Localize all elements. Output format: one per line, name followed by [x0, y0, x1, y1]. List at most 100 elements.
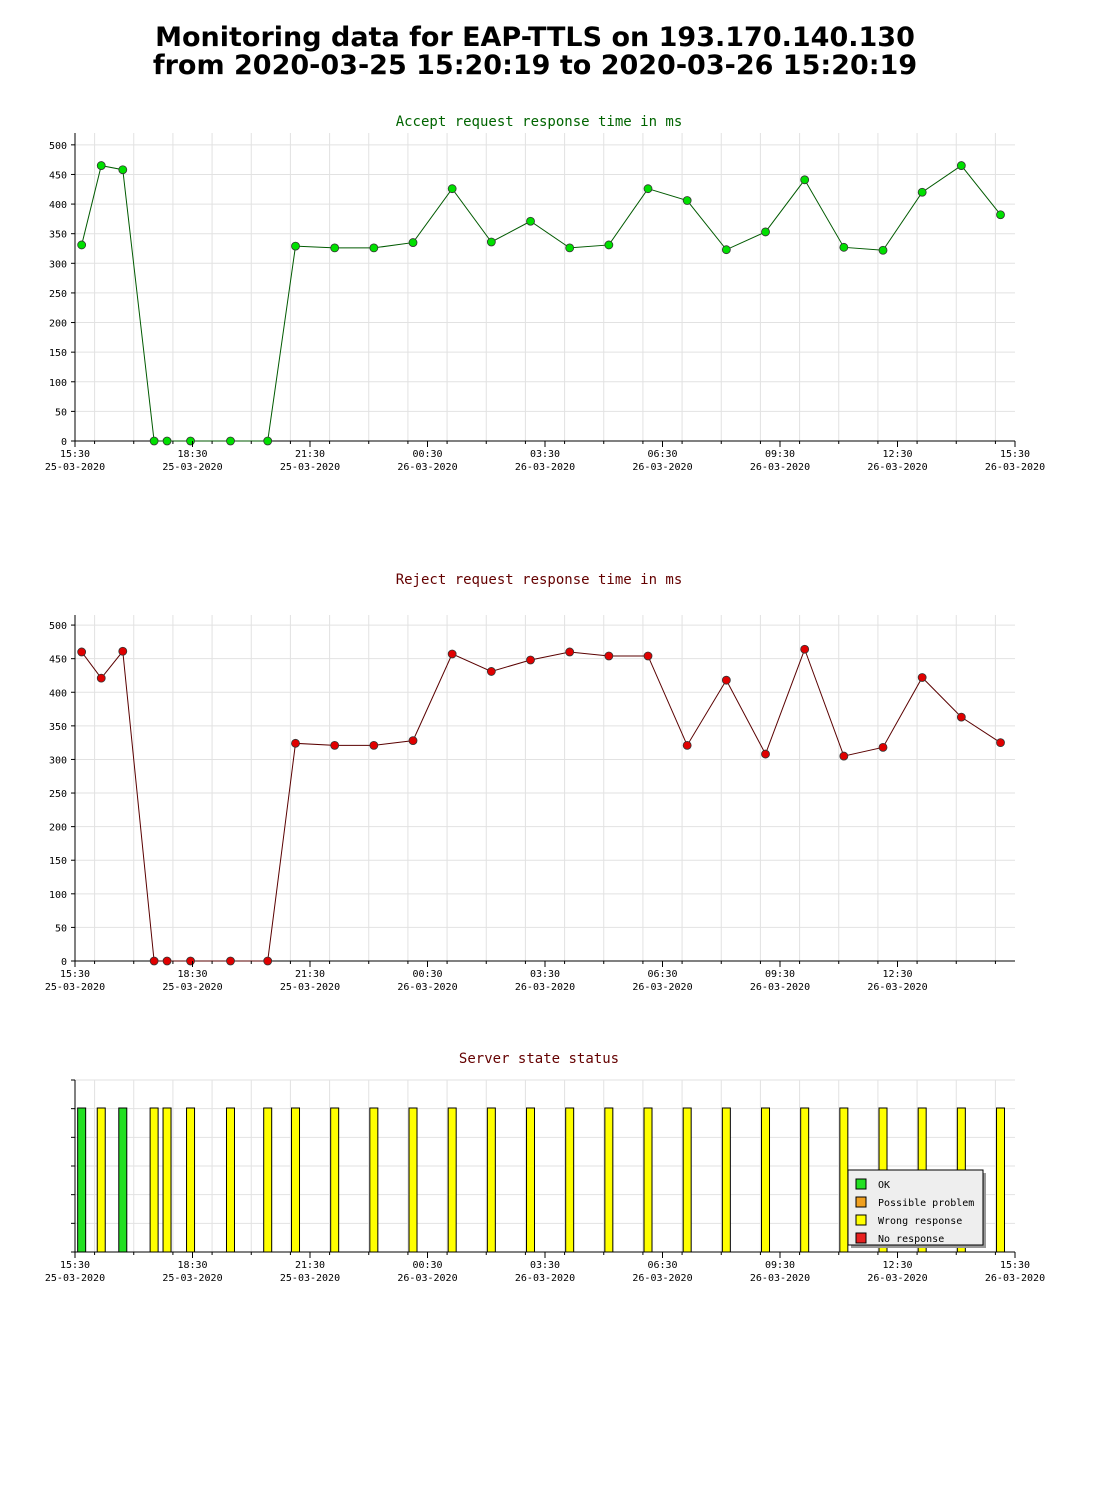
- x-tick-time-label: 09:30: [765, 1260, 795, 1271]
- x-tick-time-label: 09:30: [765, 449, 795, 460]
- status-bar: [149, 1107, 159, 1253]
- x-tick-date-label: 25-03-2020: [45, 1273, 105, 1284]
- chart-title: Reject request response time in ms: [396, 572, 683, 588]
- x-tick-date-label: 26-03-2020: [867, 1273, 927, 1284]
- y-tick-label: 0: [61, 957, 67, 968]
- y-tick-label: 450: [49, 655, 67, 666]
- x-tick-time-label: 18:30: [177, 449, 207, 460]
- data-point: [956, 712, 966, 722]
- x-tick-date-label: 25-03-2020: [280, 1273, 340, 1284]
- data-point: [149, 436, 159, 446]
- data-point: [226, 436, 235, 446]
- chart-title: Accept request response time in ms: [396, 114, 683, 130]
- legend-label: No response: [878, 1234, 944, 1245]
- data-point: [447, 649, 457, 659]
- data-point: [682, 196, 692, 205]
- status-bar: [526, 1107, 536, 1253]
- series-line: [81, 647, 1001, 962]
- x-tick-time-label: 15:30: [1000, 449, 1030, 460]
- data-point: [408, 238, 418, 247]
- x-tick-date-label: 25-03-2020: [45, 982, 105, 993]
- series-line: [81, 164, 1001, 442]
- x-tick-date-label: 26-03-2020: [515, 1273, 575, 1284]
- y-tick-label: 0: [61, 437, 67, 448]
- data-point: [369, 243, 379, 253]
- page-title-line-1: Monitoring data for EAP-TTLS on 193.170.…: [155, 22, 915, 53]
- data-point: [186, 956, 195, 966]
- data-point: [77, 240, 87, 250]
- y-tick-label: 200: [49, 319, 67, 330]
- x-tick-time-label: 15:30: [1000, 1260, 1030, 1271]
- data-point: [721, 245, 731, 255]
- data-point: [486, 237, 496, 247]
- y-tick-label: 350: [49, 230, 67, 241]
- status-bar: [565, 1107, 575, 1253]
- x-tick-date-label: 26-03-2020: [397, 982, 457, 993]
- x-tick-date-label: 26-03-2020: [515, 982, 575, 993]
- x-tick-date-label: 26-03-2020: [867, 462, 927, 473]
- data-point: [486, 667, 496, 676]
- data-point: [118, 165, 128, 175]
- y-tick-label: 150: [49, 856, 67, 867]
- legend-swatch: [855, 1214, 867, 1226]
- status-bar: [447, 1107, 457, 1253]
- data-point: [917, 673, 927, 682]
- x-tick-time-label: 15:30: [60, 969, 90, 980]
- x-tick-date-label: 25-03-2020: [280, 462, 340, 473]
- x-tick-time-label: 15:30: [60, 1260, 90, 1271]
- x-tick-time-label: 21:30: [295, 449, 325, 460]
- legend-box: [847, 1169, 984, 1246]
- x-tick-time-label: 03:30: [530, 969, 560, 980]
- x-tick-date-label: 25-03-2020: [162, 462, 222, 473]
- y-tick-label: 350: [49, 722, 67, 733]
- y-tick-label: 500: [49, 621, 67, 632]
- data-point: [408, 736, 418, 746]
- data-point: [761, 749, 770, 759]
- data-point: [839, 242, 849, 252]
- data-point: [330, 740, 340, 750]
- data-point: [149, 956, 159, 966]
- status-bar: [369, 1107, 379, 1253]
- x-tick-time-label: 18:30: [177, 969, 207, 980]
- x-tick-date-label: 26-03-2020: [632, 1273, 692, 1284]
- data-point: [162, 956, 172, 966]
- data-point: [996, 738, 1005, 748]
- x-tick-date-label: 26-03-2020: [750, 982, 810, 993]
- server-status-chart: Server state status OK Possible problem Wro…: [45, 1051, 1045, 1284]
- data-point: [565, 243, 575, 253]
- y-tick-label: 450: [49, 170, 67, 181]
- y-tick-label: 50: [55, 923, 67, 934]
- y-tick-label: 250: [49, 289, 67, 300]
- x-tick-date-label: 25-03-2020: [280, 982, 340, 993]
- x-tick-time-label: 09:30: [765, 969, 795, 980]
- data-point: [721, 675, 731, 685]
- data-point: [800, 175, 810, 185]
- data-point: [263, 956, 273, 966]
- status-bar: [996, 1107, 1006, 1253]
- data-point: [96, 161, 106, 170]
- data-point: [839, 751, 849, 761]
- x-tick-time-label: 12:30: [882, 1260, 912, 1271]
- x-tick-time-label: 06:30: [647, 449, 677, 460]
- data-point: [604, 651, 614, 661]
- status-bar: [604, 1107, 614, 1253]
- x-tick-time-label: 00:30: [412, 449, 442, 460]
- x-tick-time-label: 06:30: [647, 969, 677, 980]
- reject-response-chart: Reject request response time in ms 0 50 100…: [45, 572, 1015, 993]
- status-bar: [682, 1107, 692, 1253]
- data-point: [118, 646, 128, 656]
- data-point: [162, 436, 172, 446]
- y-tick-label: 150: [49, 348, 67, 359]
- data-point: [565, 647, 575, 657]
- y-tick-label: 400: [49, 688, 67, 699]
- x-tick-time-label: 18:30: [177, 1260, 207, 1271]
- x-tick-time-label: 21:30: [295, 969, 325, 980]
- x-tick-date-label: 26-03-2020: [397, 1273, 457, 1284]
- x-tick-time-label: 00:30: [412, 1260, 442, 1271]
- status-bar: [330, 1107, 340, 1253]
- status-bar: [408, 1107, 418, 1253]
- data-point: [643, 651, 653, 661]
- data-point: [526, 655, 535, 665]
- data-point: [604, 240, 614, 250]
